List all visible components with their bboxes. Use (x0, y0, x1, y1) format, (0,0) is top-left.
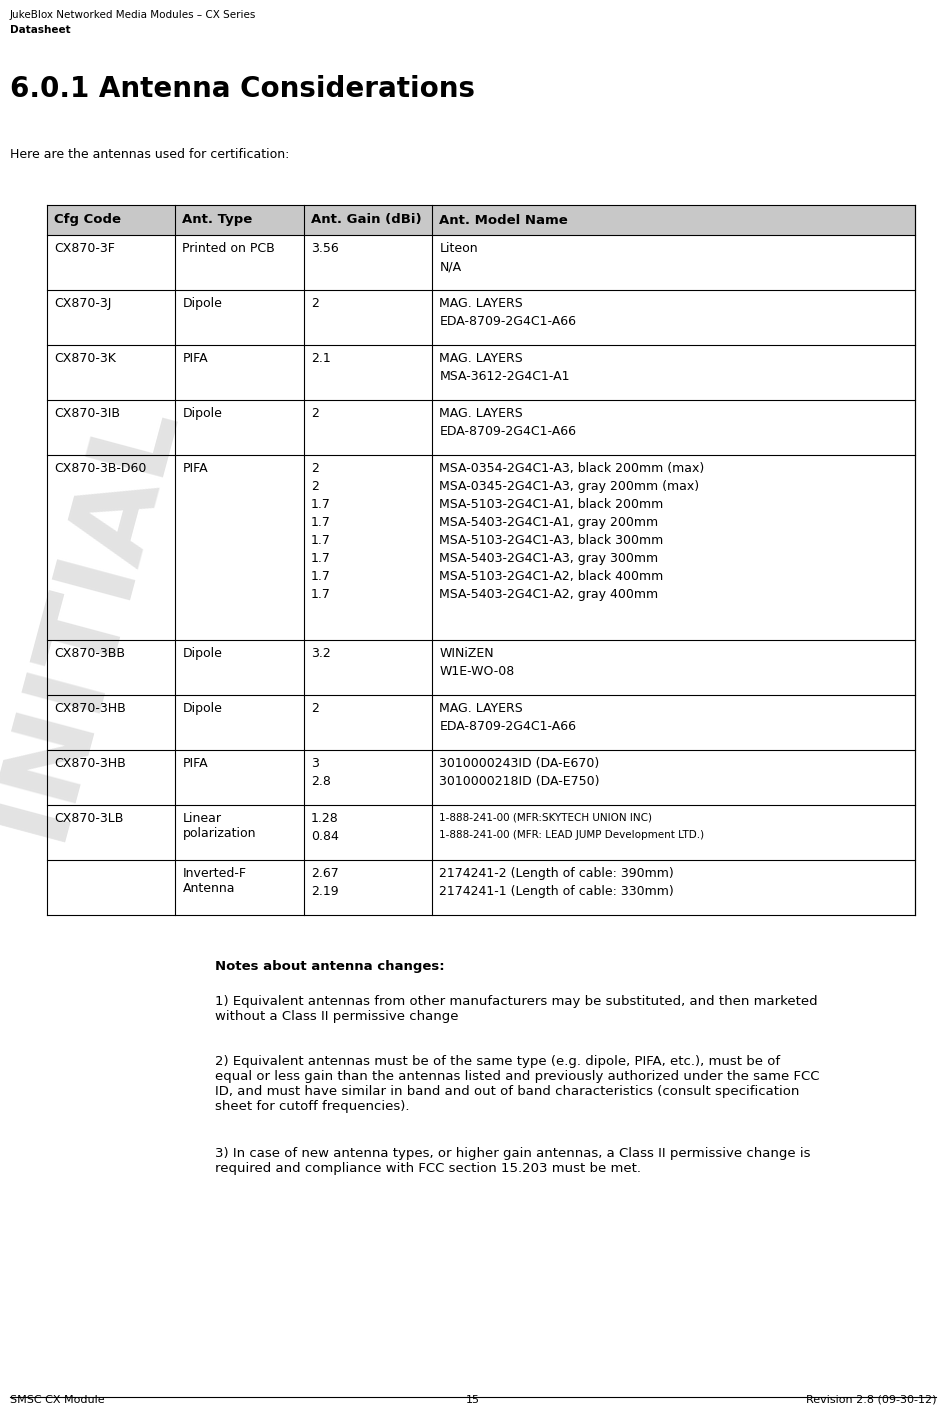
Text: 3.56: 3.56 (311, 243, 339, 255)
Text: 2: 2 (311, 702, 319, 715)
Text: CX870-3F: CX870-3F (54, 243, 114, 255)
Text: Dipole: Dipole (183, 646, 222, 661)
Text: Ant. Gain (dBi): Ant. Gain (dBi) (311, 214, 422, 227)
Text: Dipole: Dipole (183, 702, 222, 715)
Text: Printed on PCB: Printed on PCB (183, 243, 275, 255)
Text: PIFA: PIFA (183, 352, 208, 365)
Text: N/A: N/A (439, 260, 462, 273)
Text: CX870-3J: CX870-3J (54, 297, 112, 310)
Text: Here are the antennas used for certification:: Here are the antennas used for certifica… (10, 148, 289, 161)
Text: 15: 15 (466, 1396, 480, 1406)
Text: MSA-3612-2G4C1-A1: MSA-3612-2G4C1-A1 (439, 370, 569, 382)
Text: MAG. LAYERS: MAG. LAYERS (439, 352, 523, 365)
Text: 1-888-241-00 (MFR:SKYTECH UNION INC): 1-888-241-00 (MFR:SKYTECH UNION INC) (439, 812, 653, 822)
Text: EDA-8709-2G4C1-A66: EDA-8709-2G4C1-A66 (439, 315, 576, 328)
Text: 2: 2 (311, 462, 319, 475)
Text: INITIAL: INITIAL (0, 385, 195, 848)
Text: Datasheet: Datasheet (10, 26, 71, 36)
Text: 3010000243ID (DA-E670): 3010000243ID (DA-E670) (439, 756, 600, 771)
Text: PIFA: PIFA (183, 756, 208, 771)
Text: 2174241-2 (Length of cable: 390mm): 2174241-2 (Length of cable: 390mm) (439, 868, 674, 880)
Bar (47, 205, 915, 235)
Text: Ant. Model Name: Ant. Model Name (439, 214, 569, 227)
Text: Dipole: Dipole (183, 297, 222, 310)
Text: 3) In case of new antenna types, or higher gain antennas, a Class II permissive : 3) In case of new antenna types, or high… (215, 1147, 811, 1174)
Text: 0.84: 0.84 (311, 831, 339, 843)
Text: CX870-3IB: CX870-3IB (54, 407, 120, 420)
Text: 1.7: 1.7 (311, 498, 331, 511)
Text: MSA-5103-2G4C1-A3, black 300mm: MSA-5103-2G4C1-A3, black 300mm (439, 534, 664, 547)
Text: 1.28: 1.28 (311, 812, 339, 825)
Text: MSA-5103-2G4C1-A2, black 400mm: MSA-5103-2G4C1-A2, black 400mm (439, 569, 664, 584)
Text: 2.8: 2.8 (311, 775, 331, 788)
Text: 3010000218ID (DA-E750): 3010000218ID (DA-E750) (439, 775, 600, 788)
Text: EDA-8709-2G4C1-A66: EDA-8709-2G4C1-A66 (439, 425, 576, 438)
Text: Notes about antenna changes:: Notes about antenna changes: (215, 960, 445, 973)
Text: MSA-5103-2G4C1-A1, black 200mm: MSA-5103-2G4C1-A1, black 200mm (439, 498, 664, 511)
Text: CX870-3LB: CX870-3LB (54, 812, 123, 825)
Text: CX870-3B-D60: CX870-3B-D60 (54, 462, 147, 475)
Text: Dipole: Dipole (183, 407, 222, 420)
Text: 2174241-1 (Length of cable: 330mm): 2174241-1 (Length of cable: 330mm) (439, 885, 674, 898)
Text: 3: 3 (311, 756, 319, 771)
Text: 2: 2 (311, 297, 319, 310)
Text: 3.2: 3.2 (311, 646, 331, 661)
Text: W1E-WO-08: W1E-WO-08 (439, 665, 515, 678)
Text: MSA-0354-2G4C1-A3, black 200mm (max): MSA-0354-2G4C1-A3, black 200mm (max) (439, 462, 705, 475)
Text: JukeBlox Networked Media Modules – CX Series: JukeBlox Networked Media Modules – CX Se… (10, 10, 256, 20)
Text: 1.7: 1.7 (311, 569, 331, 584)
Text: CX870-3HB: CX870-3HB (54, 702, 126, 715)
Text: 2: 2 (311, 407, 319, 420)
Text: 1-888-241-00 (MFR: LEAD JUMP Development LTD.): 1-888-241-00 (MFR: LEAD JUMP Development… (439, 831, 705, 841)
Text: Linear
polarization: Linear polarization (183, 812, 256, 841)
Text: EDA-8709-2G4C1-A66: EDA-8709-2G4C1-A66 (439, 721, 576, 733)
Text: MSA-0345-2G4C1-A3, gray 200mm (max): MSA-0345-2G4C1-A3, gray 200mm (max) (439, 479, 699, 492)
Text: 1) Equivalent antennas from other manufacturers may be substituted, and then mar: 1) Equivalent antennas from other manufa… (215, 995, 817, 1023)
Text: MAG. LAYERS: MAG. LAYERS (439, 702, 523, 715)
Text: CX870-3HB: CX870-3HB (54, 756, 126, 771)
Text: Inverted-F
Antenna: Inverted-F Antenna (183, 868, 247, 895)
Text: 2.1: 2.1 (311, 352, 331, 365)
Text: 1.7: 1.7 (311, 552, 331, 565)
Text: MAG. LAYERS: MAG. LAYERS (439, 407, 523, 420)
Text: 2.19: 2.19 (311, 885, 339, 898)
Text: 1.7: 1.7 (311, 534, 331, 547)
Text: SMSC CX Module: SMSC CX Module (10, 1396, 105, 1406)
Text: WINiZEN: WINiZEN (439, 646, 494, 661)
Text: Cfg Code: Cfg Code (54, 214, 121, 227)
Text: 2) Equivalent antennas must be of the same type (e.g. dipole, PIFA, etc.), must : 2) Equivalent antennas must be of the sa… (215, 1055, 819, 1113)
Text: MSA-5403-2G4C1-A2, gray 400mm: MSA-5403-2G4C1-A2, gray 400mm (439, 588, 658, 601)
Text: PIFA: PIFA (183, 462, 208, 475)
Text: MSA-5403-2G4C1-A3, gray 300mm: MSA-5403-2G4C1-A3, gray 300mm (439, 552, 658, 565)
Text: 1.7: 1.7 (311, 517, 331, 529)
Text: 1.7: 1.7 (311, 588, 331, 601)
Text: 6.0.1 Antenna Considerations: 6.0.1 Antenna Considerations (10, 76, 475, 103)
Text: MAG. LAYERS: MAG. LAYERS (439, 297, 523, 310)
Text: MSA-5403-2G4C1-A1, gray 200mm: MSA-5403-2G4C1-A1, gray 200mm (439, 517, 658, 529)
Text: Ant. Type: Ant. Type (183, 214, 253, 227)
Text: 2.67: 2.67 (311, 868, 339, 880)
Text: 2: 2 (311, 479, 319, 492)
Text: CX870-3BB: CX870-3BB (54, 646, 125, 661)
Text: Revision 2.8 (09-30-12): Revision 2.8 (09-30-12) (805, 1396, 936, 1406)
Text: CX870-3K: CX870-3K (54, 352, 115, 365)
Text: Liteon: Liteon (439, 243, 478, 255)
